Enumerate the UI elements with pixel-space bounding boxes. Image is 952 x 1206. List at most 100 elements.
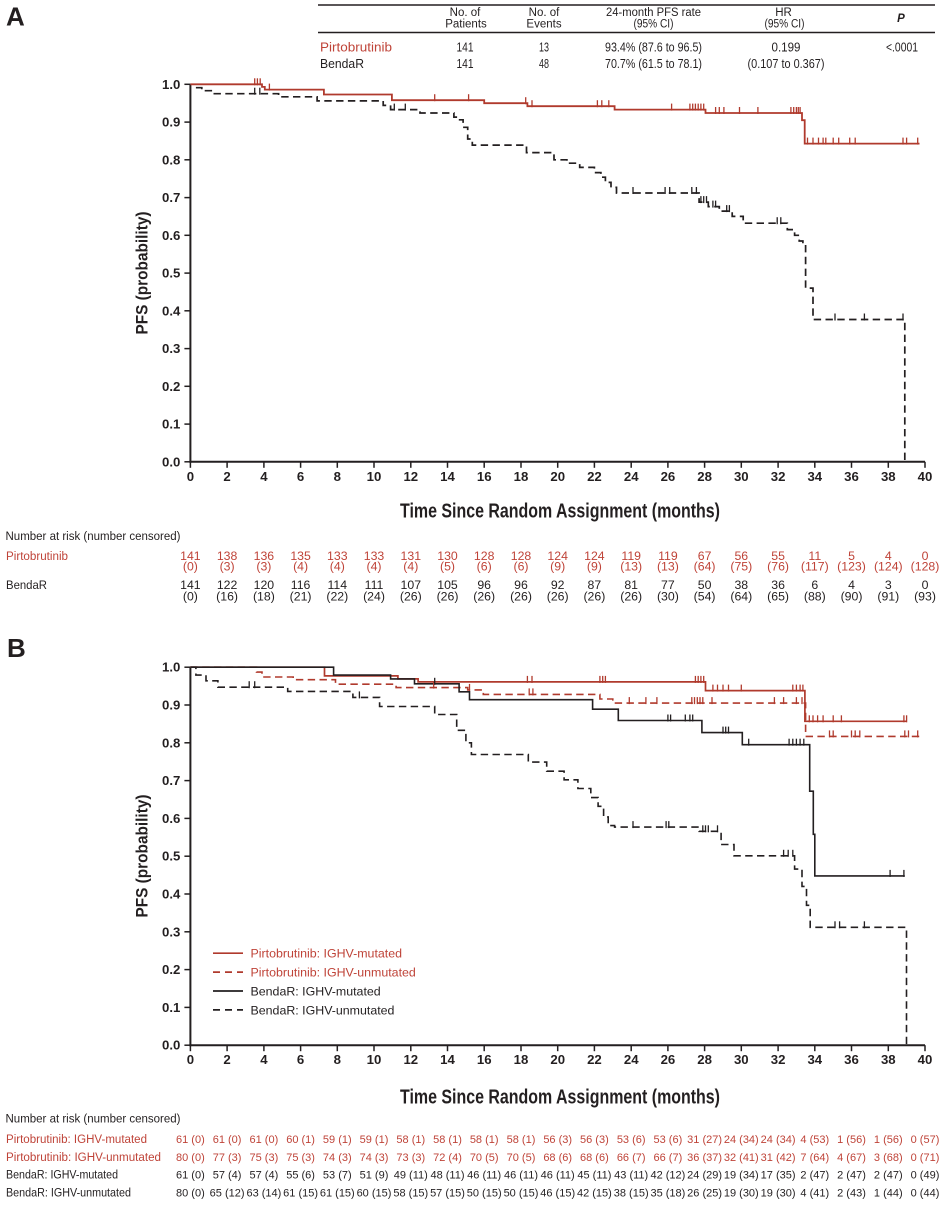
svg-text:0.1: 0.1 [162, 1000, 180, 1015]
svg-text:2: 2 [223, 1052, 230, 1067]
svg-text:16: 16 [477, 1052, 492, 1067]
svg-text:7 (64): 7 (64) [800, 1152, 829, 1164]
svg-text:(0): (0) [183, 590, 198, 604]
svg-text:22: 22 [587, 1052, 602, 1067]
svg-text:1 (56): 1 (56) [837, 1134, 866, 1146]
svg-text:BendaR: BendaR [6, 578, 47, 592]
svg-text:56 (3): 56 (3) [580, 1134, 609, 1146]
svg-text:55 (6): 55 (6) [286, 1170, 315, 1182]
svg-text:(26): (26) [437, 590, 459, 604]
svg-text:92: 92 [551, 578, 565, 592]
svg-text:24 (34): 24 (34) [724, 1134, 759, 1146]
svg-text:(5): (5) [440, 560, 455, 574]
svg-text:2: 2 [223, 469, 230, 484]
svg-text:114: 114 [327, 578, 347, 592]
svg-text:48: 48 [539, 56, 549, 71]
svg-text:57 (15): 57 (15) [430, 1187, 465, 1199]
svg-text:96: 96 [477, 578, 491, 592]
svg-text:36: 36 [844, 1052, 859, 1067]
svg-text:28: 28 [697, 469, 712, 484]
svg-text:116: 116 [291, 578, 311, 592]
svg-text:Pirtobrutinib: Pirtobrutinib [6, 549, 68, 563]
svg-text:0 (49): 0 (49) [911, 1170, 940, 1182]
svg-text:10: 10 [367, 469, 382, 484]
svg-text:61 (0): 61 (0) [176, 1170, 205, 1182]
svg-text:2 (47): 2 (47) [800, 1170, 829, 1182]
svg-text:3: 3 [885, 578, 892, 592]
svg-text:(64): (64) [730, 590, 752, 604]
svg-text:(117): (117) [801, 560, 829, 574]
svg-text:2 (47): 2 (47) [874, 1170, 903, 1182]
svg-text:5: 5 [848, 549, 855, 563]
svg-text:(4): (4) [330, 560, 345, 574]
svg-text:0 (57): 0 (57) [911, 1134, 940, 1146]
svg-text:35 (18): 35 (18) [650, 1187, 685, 1199]
svg-text:(9): (9) [550, 560, 565, 574]
svg-text:141: 141 [457, 56, 474, 71]
svg-text:80 (0): 80 (0) [176, 1187, 205, 1199]
svg-text:17 (35): 17 (35) [761, 1170, 796, 1182]
svg-text:74 (3): 74 (3) [360, 1152, 389, 1164]
svg-text:12: 12 [403, 469, 418, 484]
svg-text:0.6: 0.6 [162, 228, 180, 243]
svg-text:38: 38 [881, 469, 896, 484]
svg-text:18: 18 [514, 1052, 529, 1067]
svg-text:(21): (21) [290, 590, 312, 604]
svg-text:34: 34 [807, 469, 822, 484]
svg-text:4: 4 [260, 1052, 268, 1067]
svg-text:0.3: 0.3 [162, 341, 180, 356]
svg-text:128: 128 [511, 549, 532, 563]
svg-text:24: 24 [624, 1052, 639, 1067]
svg-text:0.4: 0.4 [162, 887, 181, 902]
svg-text:(26): (26) [400, 590, 422, 604]
svg-text:(95% CI): (95% CI) [765, 19, 805, 31]
svg-text:75 (3): 75 (3) [286, 1152, 315, 1164]
svg-text:(24): (24) [363, 590, 385, 604]
svg-text:72 (4): 72 (4) [433, 1152, 462, 1164]
svg-text:0.3: 0.3 [162, 924, 180, 939]
svg-text:14: 14 [440, 469, 455, 484]
svg-text:119: 119 [658, 549, 678, 563]
svg-text:48 (11): 48 (11) [430, 1170, 464, 1182]
svg-text:Time Since Random Assignment (: Time Since Random Assignment (months) [400, 501, 720, 523]
svg-text:(3): (3) [256, 560, 271, 574]
svg-text:46 (11): 46 (11) [467, 1170, 501, 1182]
svg-text:(30): (30) [657, 590, 679, 604]
svg-text:BendaR: IGHV-mutated: BendaR: IGHV-mutated [6, 1168, 118, 1182]
svg-text:(13): (13) [657, 560, 679, 574]
svg-text:32: 32 [771, 1052, 786, 1067]
svg-text:131: 131 [401, 549, 422, 563]
svg-text:1 (56): 1 (56) [874, 1134, 903, 1146]
svg-text:77 (3): 77 (3) [213, 1152, 242, 1164]
svg-text:0.7: 0.7 [162, 773, 180, 788]
svg-text:70 (5): 70 (5) [507, 1152, 536, 1164]
svg-text:46 (11): 46 (11) [504, 1170, 538, 1182]
svg-text:(128): (128) [911, 560, 940, 574]
svg-text:0: 0 [187, 1052, 194, 1067]
svg-text:P: P [897, 13, 905, 25]
svg-text:30: 30 [734, 1052, 749, 1067]
svg-text:34: 34 [807, 1052, 822, 1067]
svg-text:58 (1): 58 (1) [470, 1134, 499, 1146]
svg-text:Pirtobrutinib: IGHV-mutated: Pirtobrutinib: IGHV-mutated [251, 947, 403, 961]
svg-text:Number at risk (number censore: Number at risk (number censored) [6, 1112, 181, 1126]
svg-text:51 (9): 51 (9) [360, 1170, 389, 1182]
svg-text:1.0: 1.0 [162, 77, 180, 92]
svg-text:68 (6): 68 (6) [580, 1152, 609, 1164]
svg-text:24 (29): 24 (29) [687, 1170, 722, 1182]
svg-text:26 (25): 26 (25) [687, 1187, 722, 1199]
svg-text:0: 0 [187, 469, 194, 484]
svg-text:58 (15): 58 (15) [393, 1187, 428, 1199]
svg-text:58 (1): 58 (1) [396, 1134, 425, 1146]
svg-text:(22): (22) [326, 590, 348, 604]
svg-text:Pirtobrutinib: IGHV-unmutated: Pirtobrutinib: IGHV-unmutated [251, 966, 416, 980]
svg-text:6: 6 [297, 469, 304, 484]
svg-text:(4): (4) [403, 560, 418, 574]
svg-text:(64): (64) [694, 560, 716, 574]
svg-text:53 (7): 53 (7) [323, 1170, 352, 1182]
svg-text:(75): (75) [730, 560, 752, 574]
svg-text:14: 14 [440, 1052, 455, 1067]
svg-text:No. of: No. of [529, 7, 560, 19]
svg-text:124: 124 [547, 549, 568, 563]
svg-text:65 (12): 65 (12) [210, 1187, 245, 1199]
